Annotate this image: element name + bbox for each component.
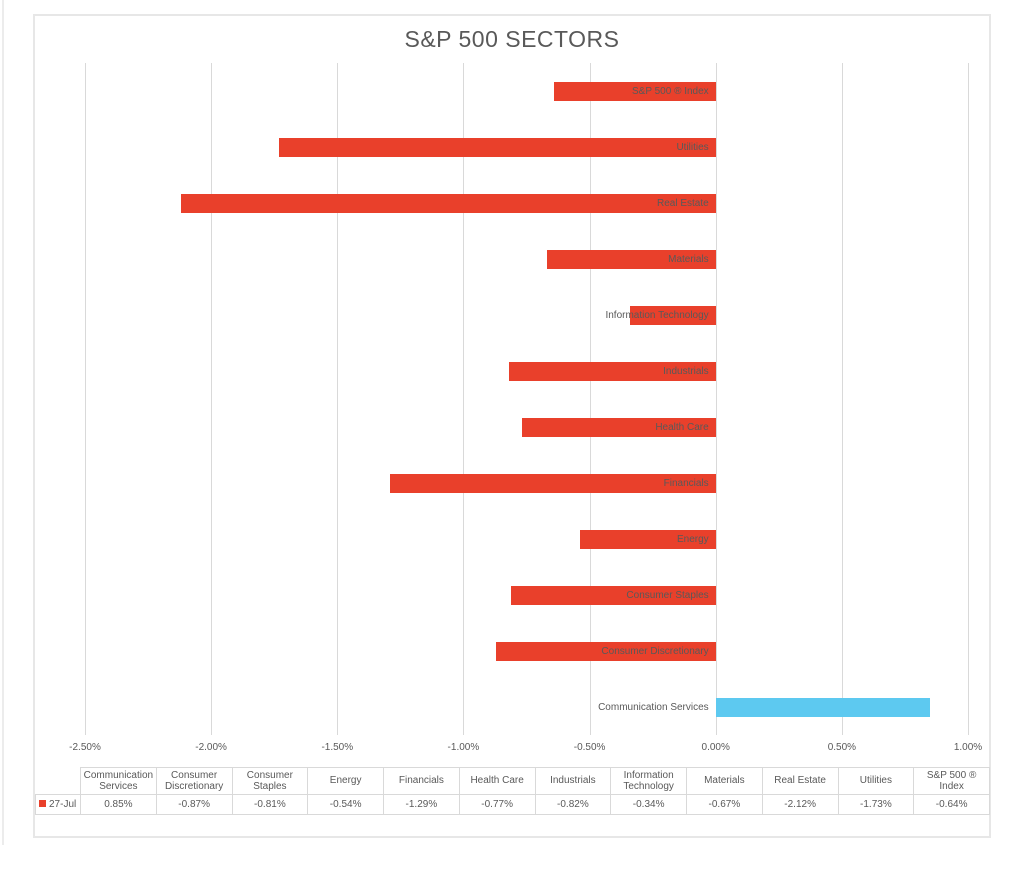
table-header-energy: Energy	[307, 767, 384, 795]
table-header-real-estate: Real Estate	[761, 767, 839, 795]
bar-materials	[546, 249, 716, 269]
gridline	[85, 63, 86, 735]
x-axis: -2.50% -2.00% -1.50% -1.00% -0.50% 0.00% 0.50%…	[69, 742, 982, 756]
x-tick-label-1-00: -1.00%	[447, 742, 480, 753]
gridline	[841, 63, 843, 735]
category-label-consumer-staples: Consumer Staples	[626, 589, 709, 601]
legend-key-cell: 27-Jul	[35, 794, 81, 815]
gridline	[337, 63, 339, 735]
x-tick-label-1-50: -1.50%	[321, 742, 354, 753]
gridline	[715, 63, 717, 735]
table-header-consumer-discretionary: Consumer Discretionary	[155, 767, 233, 795]
table-value-financials: -1.29%	[383, 794, 460, 815]
category-label-consumer-discretionary: Consumer Discretionary	[601, 645, 709, 657]
table-value-health-care: -0.77%	[458, 794, 536, 815]
table-header-communication-services: Communication Services	[80, 767, 157, 795]
table-header-industrials: Industrials	[534, 767, 612, 795]
table-value-utilities: -1.73%	[837, 794, 915, 815]
x-tick-label-1-00: 1.00%	[953, 742, 983, 753]
gridline	[968, 63, 969, 735]
data-table: Communication Services Consumer Discretio…	[35, 767, 990, 815]
table-value-information-technology: -0.34%	[610, 794, 687, 815]
table-value-consumer-staples: -0.81%	[231, 794, 309, 815]
table-value-real-estate: -2.12%	[761, 794, 839, 815]
table-value-energy: -0.54%	[307, 794, 384, 815]
category-label-industrials: Industrials	[663, 365, 709, 377]
table-header-s-p-500-index: S&P 500 ® Index	[913, 767, 990, 795]
bar-health-care	[521, 417, 716, 437]
window-edge-line	[2, 0, 4, 845]
x-tick-label-2-50: -2.50%	[69, 742, 101, 753]
gridline	[589, 63, 591, 735]
table-header-consumer-staples: Consumer Staples	[231, 767, 309, 795]
table-header-utilities: Utilities	[837, 767, 915, 795]
table-value-communication-services: 0.85%	[80, 794, 157, 815]
category-label-utilities: Utilities	[676, 141, 709, 153]
bar-real-estate	[180, 193, 716, 213]
bar-s-p-500-index	[554, 81, 716, 101]
bar-information-technology	[629, 305, 716, 325]
category-label-information-technology: Information Technology	[605, 309, 709, 321]
category-label-materials: Materials	[668, 253, 709, 265]
gridline	[211, 63, 213, 735]
bar-utilities	[279, 137, 716, 157]
bar-consumer-discretionary	[496, 641, 716, 661]
legend-marker	[39, 799, 46, 807]
table-header-materials: Materials	[686, 767, 763, 795]
plot-area: S&P 500 ® Index Utilities Real Estate Mater…	[85, 63, 969, 735]
bar-industrials	[508, 361, 716, 381]
category-label-s-p-500-index: S&P 500 ® Index	[632, 85, 709, 97]
x-tick-label-0-00: 0.00%	[701, 742, 730, 753]
table-value-industrials: -0.82%	[534, 794, 612, 815]
table-value-consumer-discretionary: -0.87%	[155, 794, 233, 815]
x-tick-label-0-50: 0.50%	[827, 742, 857, 753]
chart-container: S&P 500 SECTORS S&P 500 ® Index Utilities…	[33, 14, 991, 838]
bar-consumer-staples	[511, 585, 716, 605]
table-header-information-technology: Information Technology	[610, 767, 687, 795]
category-label-health-care: Health Care	[655, 421, 709, 433]
category-label-communication-services: Communication Services	[598, 701, 709, 713]
gridline	[463, 63, 465, 735]
table-corner-cell	[35, 767, 81, 795]
bar-financials	[390, 473, 716, 493]
category-label-financials: Financials	[663, 477, 709, 489]
x-tick-label-2-00: -2.00%	[195, 742, 227, 753]
table-header-health-care: Health Care	[458, 767, 536, 795]
table-value-materials: -0.67%	[686, 794, 763, 815]
legend-series-label: 27-Jul	[49, 799, 77, 810]
category-label-energy: Energy	[677, 533, 709, 545]
bar-communication-services	[715, 697, 931, 717]
x-tick-label-0-50: -0.50%	[573, 742, 606, 753]
table-value-s-p-500-index: -0.64%	[913, 794, 990, 815]
chart-title: S&P 500 SECTORS	[404, 26, 620, 52]
category-label-real-estate: Real Estate	[656, 197, 709, 209]
table-header-financials: Financials	[383, 767, 460, 795]
bar-energy	[579, 529, 716, 549]
